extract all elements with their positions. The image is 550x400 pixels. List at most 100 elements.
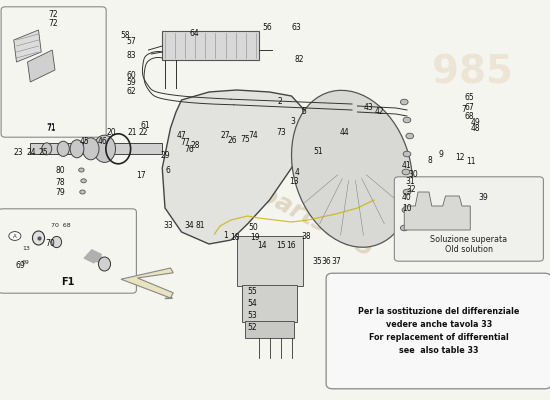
Text: Soluzione superata
Old solution: Soluzione superata Old solution <box>430 234 508 254</box>
FancyBboxPatch shape <box>0 209 136 293</box>
Ellipse shape <box>94 135 115 162</box>
Text: 28: 28 <box>190 142 200 150</box>
Text: F1: F1 <box>60 277 74 287</box>
Text: 4: 4 <box>294 168 299 176</box>
Bar <box>236 236 302 286</box>
Text: 75: 75 <box>240 135 250 144</box>
Polygon shape <box>404 192 470 230</box>
Text: 77: 77 <box>180 138 190 147</box>
Text: 35: 35 <box>312 257 322 266</box>
Text: 65: 65 <box>465 94 475 102</box>
Text: 39: 39 <box>478 194 488 202</box>
Bar <box>245 321 294 338</box>
Text: classicparts985: classicparts985 <box>172 138 378 262</box>
Text: 83: 83 <box>126 52 136 60</box>
Text: 44: 44 <box>340 128 350 137</box>
Text: Per la sostituzione del differenziale
vedere anche tavola 33
For replacement of : Per la sostituzione del differenziale ve… <box>358 307 519 355</box>
Text: 8: 8 <box>428 156 433 165</box>
Text: 17: 17 <box>136 172 146 180</box>
Text: 5: 5 <box>301 108 306 116</box>
Text: 20: 20 <box>107 128 117 137</box>
Text: 37: 37 <box>331 257 341 266</box>
Circle shape <box>9 232 21 240</box>
Text: 38: 38 <box>301 232 311 241</box>
Text: 31: 31 <box>405 178 415 186</box>
Text: 6: 6 <box>166 166 170 174</box>
Polygon shape <box>14 30 41 62</box>
Ellipse shape <box>52 236 62 248</box>
Text: 72: 72 <box>48 20 58 28</box>
Circle shape <box>406 133 414 139</box>
Text: A: A <box>13 234 16 238</box>
Text: 18: 18 <box>230 234 239 242</box>
Circle shape <box>403 117 411 123</box>
Text: 63: 63 <box>292 24 301 32</box>
Text: 16: 16 <box>286 242 296 250</box>
Text: 24: 24 <box>26 148 36 157</box>
Text: 61: 61 <box>141 121 150 130</box>
Circle shape <box>79 168 84 172</box>
Text: 41: 41 <box>402 161 411 170</box>
Text: 55: 55 <box>248 287 257 296</box>
Circle shape <box>402 207 410 213</box>
Text: 48: 48 <box>470 124 480 133</box>
Text: 14: 14 <box>257 242 267 250</box>
Text: 15: 15 <box>277 242 286 250</box>
Text: 57: 57 <box>126 38 136 46</box>
Text: 42: 42 <box>374 108 384 116</box>
Ellipse shape <box>292 90 412 247</box>
Text: 68: 68 <box>465 112 474 121</box>
Text: 53: 53 <box>248 311 257 320</box>
Ellipse shape <box>98 257 111 271</box>
Circle shape <box>400 99 408 105</box>
Bar <box>162 31 258 60</box>
Text: 49: 49 <box>470 118 480 127</box>
Circle shape <box>403 189 411 195</box>
Text: 74: 74 <box>249 132 258 140</box>
Text: 67: 67 <box>465 104 475 112</box>
Text: 10: 10 <box>402 204 411 213</box>
Text: 7: 7 <box>461 106 466 114</box>
Text: 71: 71 <box>46 124 56 133</box>
Text: 13: 13 <box>22 246 30 251</box>
Circle shape <box>400 225 408 231</box>
Text: 56: 56 <box>262 24 272 32</box>
Text: 21: 21 <box>128 128 137 137</box>
Text: 58: 58 <box>121 31 130 40</box>
Circle shape <box>80 190 85 194</box>
Text: 29: 29 <box>161 151 170 160</box>
Text: 73: 73 <box>276 128 286 137</box>
Text: 45: 45 <box>80 138 90 146</box>
Text: 30: 30 <box>408 170 418 178</box>
Text: 9: 9 <box>439 150 444 159</box>
Text: 11: 11 <box>466 158 476 166</box>
FancyArrow shape <box>84 250 104 263</box>
Text: 32: 32 <box>406 186 416 194</box>
Text: 34: 34 <box>184 222 194 230</box>
Text: 82: 82 <box>295 56 304 64</box>
Text: 3: 3 <box>290 118 295 126</box>
Text: 62: 62 <box>126 88 136 96</box>
FancyBboxPatch shape <box>394 177 543 261</box>
Text: 51: 51 <box>314 148 323 156</box>
Circle shape <box>402 169 410 175</box>
Text: 36: 36 <box>322 257 332 266</box>
Text: 78: 78 <box>55 178 65 187</box>
Circle shape <box>403 151 411 157</box>
Ellipse shape <box>82 138 99 160</box>
Text: 70: 70 <box>45 240 55 248</box>
Text: 12: 12 <box>455 154 465 162</box>
Text: 43: 43 <box>363 104 373 112</box>
Polygon shape <box>121 268 173 298</box>
Ellipse shape <box>70 140 84 158</box>
Text: 985: 985 <box>432 53 514 91</box>
Text: 72: 72 <box>48 10 58 19</box>
Text: 80: 80 <box>55 166 65 174</box>
Text: 71: 71 <box>46 123 56 132</box>
Text: 47: 47 <box>176 132 186 140</box>
Text: 69: 69 <box>22 260 30 265</box>
Ellipse shape <box>42 143 52 155</box>
Bar <box>30 143 162 154</box>
Text: 69: 69 <box>15 262 25 270</box>
Ellipse shape <box>32 231 45 245</box>
